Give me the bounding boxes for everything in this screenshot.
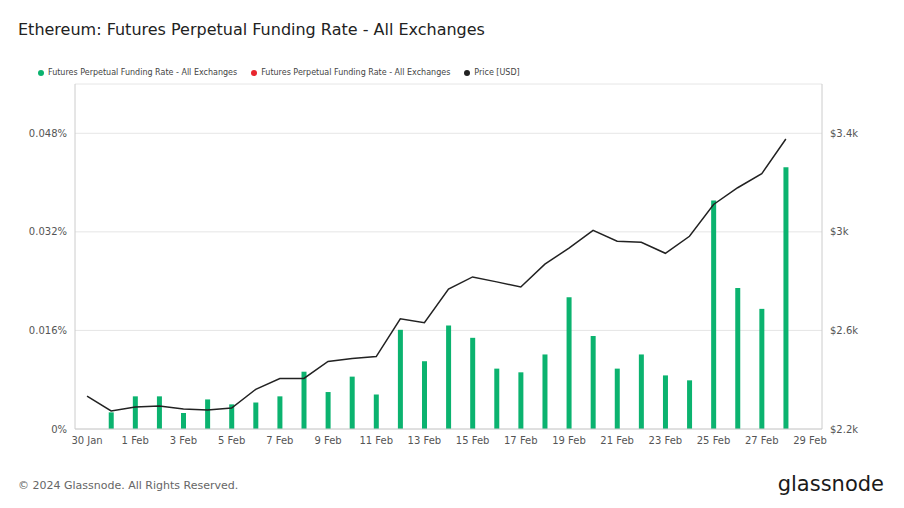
svg-text:3 Feb: 3 Feb xyxy=(170,435,197,446)
svg-text:$3.4k: $3.4k xyxy=(830,128,858,139)
svg-text:11 Feb: 11 Feb xyxy=(359,435,393,446)
html-text:Price [USD]: Price [USD] xyxy=(474,68,520,77)
svg-text:0.048%: 0.048% xyxy=(29,128,67,139)
svg-text:30 Jan: 30 Jan xyxy=(71,435,102,446)
svg-text:23 Feb: 23 Feb xyxy=(649,435,683,446)
svg-text:19 Feb: 19 Feb xyxy=(552,435,586,446)
svg-text:0.016%: 0.016% xyxy=(29,325,67,336)
svg-text:$2.2k: $2.2k xyxy=(830,424,858,435)
html-text:© 2024 Glassnode. All Rights R: © 2024 Glassnode. All Rights Reserved. xyxy=(18,479,239,492)
svg-text:0%: 0% xyxy=(51,424,67,435)
svg-text:7 Feb: 7 Feb xyxy=(266,435,293,446)
svg-text:$3k: $3k xyxy=(830,226,849,237)
svg-text:$2.6k: $2.6k xyxy=(830,325,858,336)
svg-text:17 Feb: 17 Feb xyxy=(504,435,538,446)
svg-text:13 Feb: 13 Feb xyxy=(408,435,442,446)
svg-text:27 Feb: 27 Feb xyxy=(745,435,779,446)
svg-text:25 Feb: 25 Feb xyxy=(697,435,731,446)
svg-text:1 Feb: 1 Feb xyxy=(122,435,149,446)
html-text:Ethereum: Futures Perpetual Fu: Ethereum: Futures Perpetual Funding Rate… xyxy=(18,20,485,39)
svg-text:21 Feb: 21 Feb xyxy=(600,435,634,446)
html-text:Futures Perpetual Funding Rate: Futures Perpetual Funding Rate - All Exc… xyxy=(261,68,451,77)
svg-text:0.032%: 0.032% xyxy=(29,226,67,237)
svg-text:5 Feb: 5 Feb xyxy=(218,435,245,446)
svg-text:15 Feb: 15 Feb xyxy=(456,435,490,446)
html-text:Futures Perpetual Funding Rate: Futures Perpetual Funding Rate - All Exc… xyxy=(48,68,238,77)
svg-text:29 Feb: 29 Feb xyxy=(793,435,827,446)
svg-text:9 Feb: 9 Feb xyxy=(314,435,341,446)
html-text:glassnode: glassnode xyxy=(777,472,884,496)
